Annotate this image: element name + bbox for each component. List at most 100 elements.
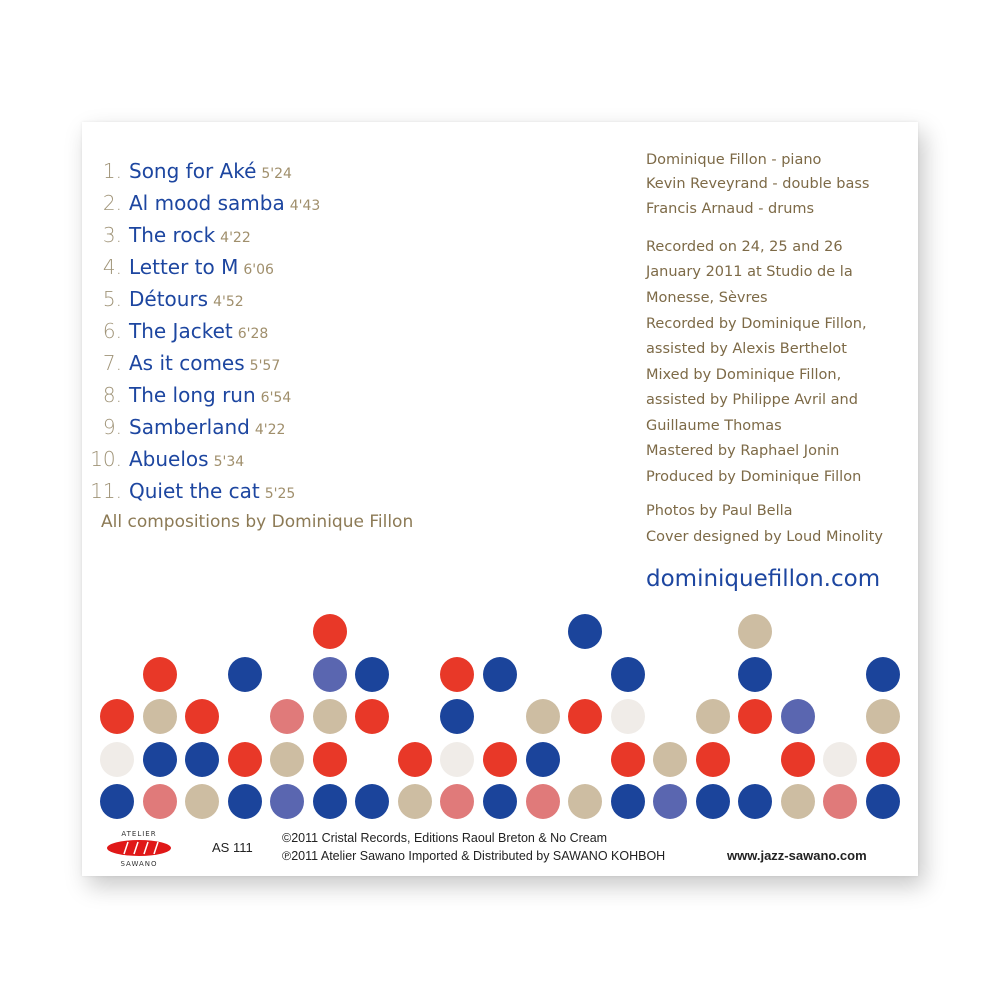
- pattern-dot: [227, 741, 262, 777]
- pattern-dot: [440, 741, 475, 777]
- pattern-dot: [440, 699, 475, 734]
- label-website[interactable]: www.jazz-sawano.com: [727, 848, 867, 863]
- catalog-number: AS 111: [212, 840, 253, 855]
- credit-line: Dominique Fillon - piano: [646, 152, 822, 168]
- credit-line: Mixed by Dominique Fillon,: [646, 367, 842, 383]
- pattern-dot: [653, 784, 688, 819]
- pattern-dot: [312, 784, 347, 819]
- pattern-dot: [695, 741, 730, 777]
- track-item: 2. Al mood samba 4'43: [82, 188, 320, 218]
- pattern-dot: [610, 656, 645, 692]
- track-item: 11. Quiet the cat 5'25: [82, 476, 295, 506]
- pattern-dot: [525, 741, 560, 777]
- svg-text:SAWANO: SAWANO: [120, 860, 157, 868]
- pattern-dot: [185, 699, 220, 734]
- track-number: 11.: [90, 479, 122, 503]
- track-number: 2.: [102, 191, 122, 215]
- pattern-dot: [227, 656, 262, 692]
- track-number: 6.: [102, 319, 122, 343]
- pattern-dot: [823, 741, 858, 777]
- pattern-dot: [525, 784, 560, 819]
- track-duration: 5'34: [213, 454, 245, 470]
- pattern-dot: [440, 784, 475, 819]
- track-title: The Jacket: [129, 319, 233, 343]
- credit-line: Recorded on 24, 25 and 26: [646, 239, 843, 255]
- pattern-dot: [312, 741, 347, 777]
- credit-line: assisted by Philippe Avril and: [646, 392, 858, 408]
- pattern-dot: [142, 699, 177, 734]
- pattern-dot: [780, 741, 815, 777]
- pattern-dot: [610, 699, 645, 734]
- track-duration: 6'54: [260, 390, 292, 406]
- credit-line: Kevin Reveyrand - double bass: [646, 176, 870, 192]
- pattern-dot: [865, 741, 900, 777]
- svg-text:ATELIER: ATELIER: [121, 830, 156, 838]
- track-title: As it comes: [129, 351, 245, 375]
- credit-line: Produced by Dominique Fillon: [646, 469, 862, 485]
- pattern-dot: [738, 784, 773, 819]
- pattern-dot: [610, 784, 645, 819]
- credit-line: Guillaume Thomas: [646, 418, 782, 434]
- copyright-line-1: ©2011 Cristal Records, Editions Raoul Br…: [282, 831, 608, 845]
- pattern-dot: [355, 699, 390, 734]
- credit-line: assisted by Alexis Berthelot: [646, 341, 847, 357]
- pattern-dot: [738, 656, 773, 692]
- pattern-dot: [355, 784, 390, 819]
- pattern-dot: [185, 741, 220, 777]
- atelier-sawano-logo: ATELIER SAWANO: [106, 828, 172, 868]
- track-number: 5.: [102, 287, 122, 311]
- track-title: Détours: [129, 287, 209, 311]
- credit-line: Monesse, Sèvres: [646, 290, 768, 306]
- track-item: 4. Letter to M 6'06: [82, 252, 274, 282]
- track-number: 10.: [90, 447, 122, 471]
- track-duration: 4'22: [220, 230, 251, 246]
- credit-line: Photos by Paul Bella: [646, 503, 793, 519]
- pattern-dot: [142, 741, 177, 777]
- pattern-dot: [100, 741, 134, 777]
- pattern-dot: [865, 699, 900, 734]
- track-duration: 5'57: [249, 358, 281, 374]
- pattern-dot: [227, 784, 262, 819]
- pattern-dot: [780, 699, 815, 734]
- track-title: Al mood samba: [129, 191, 285, 215]
- pattern-dot: [312, 656, 347, 692]
- pattern-dot: [440, 656, 475, 692]
- pattern-dot: [312, 614, 347, 649]
- cd-back-cover: 1. Song for Aké 5'24 2. Al mood samba 4'43 3. T…: [82, 122, 918, 876]
- track-duration: 5'25: [264, 486, 296, 502]
- track-title: Quiet the cat: [129, 479, 260, 503]
- credit-line: Mastered by Raphael Jonin: [646, 443, 840, 459]
- pattern-dot: [185, 784, 220, 819]
- pattern-dot: [397, 741, 432, 777]
- track-title: Letter to M: [129, 255, 239, 279]
- pattern-dot: [568, 784, 603, 819]
- track-duration: 4'52: [213, 294, 244, 310]
- copyright-line-2: ℗2011 Atelier Sawano Imported & Distribu…: [282, 849, 666, 863]
- pattern-dot: [738, 614, 773, 649]
- pattern-dot: [865, 656, 900, 692]
- pattern-dot: [397, 784, 432, 819]
- pattern-dot: [610, 741, 645, 777]
- pattern-dot: [568, 614, 603, 649]
- pattern-dot: [738, 699, 773, 734]
- pattern-dot: [270, 784, 305, 819]
- pattern-dot: [270, 741, 305, 777]
- track-number: 4.: [102, 255, 122, 279]
- website-link[interactable]: dominiquefillon.com: [646, 566, 881, 592]
- pattern-dot: [695, 699, 730, 734]
- pattern-dot: [312, 699, 347, 734]
- pattern-dot: [568, 699, 603, 734]
- track-number: 7.: [102, 351, 122, 375]
- pattern-dot: [100, 699, 134, 734]
- pattern-dot: [482, 656, 517, 692]
- track-duration: 6'28: [237, 326, 269, 342]
- pattern-dot: [482, 784, 517, 819]
- track-duration: 6'06: [243, 262, 274, 278]
- track-number: 3.: [102, 223, 122, 247]
- track-title: The long run: [129, 383, 256, 407]
- pattern-dot: [823, 784, 858, 819]
- track-item: 8. The long run 6'54: [82, 380, 291, 410]
- compositions-credit: All compositions by Dominique Fillon: [101, 512, 414, 532]
- pattern-dot: [142, 784, 177, 819]
- pattern-dot: [525, 699, 560, 734]
